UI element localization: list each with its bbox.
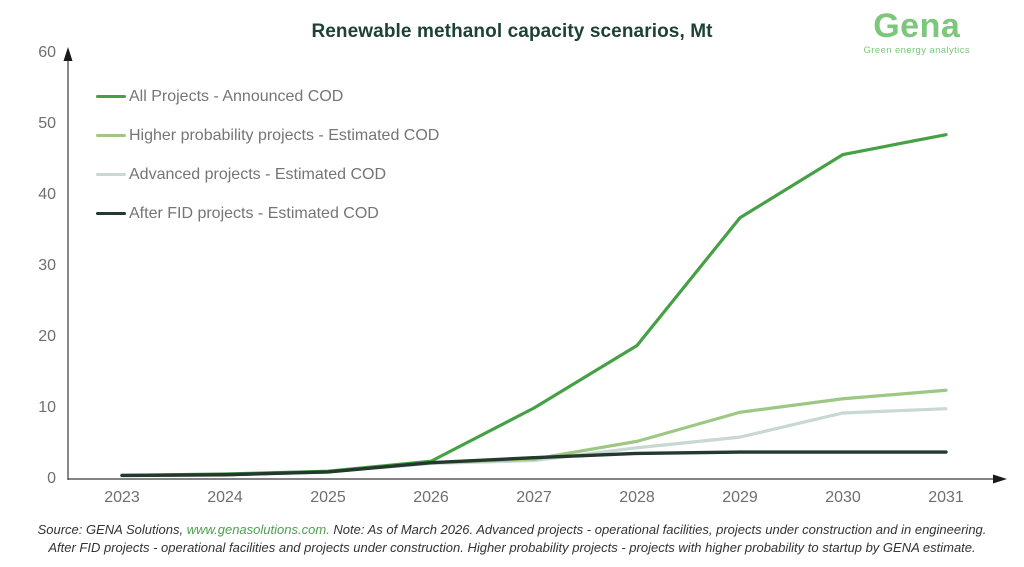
footnote: Source: GENA Solutions, www.genasolution…: [0, 521, 1024, 556]
gena-logo: Gena Green energy analytics: [864, 8, 971, 56]
x-tick-label: 2029: [722, 489, 758, 506]
note-text: Note: As of March 2026. Advanced project…: [329, 522, 987, 537]
x-axis-arrow-icon: [993, 474, 1007, 484]
x-tick-label: 2025: [310, 489, 346, 506]
y-tick-label: 50: [38, 115, 56, 132]
chart-title: Renewable methanol capacity scenarios, M…: [311, 21, 713, 42]
y-tick-label: 40: [38, 186, 56, 203]
series-line-3: [120, 450, 948, 478]
x-tick-label: 2031: [928, 489, 964, 506]
x-tick-label: 2028: [619, 489, 655, 506]
legend-swatch-icon: [96, 133, 126, 138]
legend-swatch-icon: [96, 94, 126, 99]
x-tick-label: 2026: [413, 489, 449, 506]
y-tick-label: 10: [38, 399, 56, 416]
y-tick-label: 0: [47, 470, 56, 487]
legend-item-1: Higher probability projects - Estimated …: [96, 125, 439, 146]
logo-tagline: Green energy analytics: [863, 45, 970, 56]
legend-item-2: Advanced projects - Estimated COD: [96, 164, 439, 185]
legend-item-0: All Projects - Announced COD: [96, 86, 439, 107]
y-axis-arrow-icon: [63, 47, 73, 61]
series-line-1: [120, 388, 948, 478]
legend-label: Advanced projects - Estimated COD: [129, 165, 386, 183]
x-tick-label: 2023: [104, 489, 140, 506]
y-tick-label: 20: [38, 328, 56, 345]
x-tick-label: 2024: [207, 489, 243, 506]
footnote-line1: Source: GENA Solutions, www.genasolution…: [0, 521, 1024, 539]
legend-label: Higher probability projects - Estimated …: [129, 126, 440, 144]
series-line-2: [120, 407, 948, 478]
logo-wordmark: Gena: [873, 7, 961, 45]
x-tick-label: 2027: [516, 489, 552, 506]
legend-label: All Projects - Announced COD: [129, 87, 344, 105]
chart-legend: All Projects - Announced COD Higher proba…: [96, 86, 439, 242]
y-tick-label: 60: [38, 44, 56, 61]
legend-label: After FID projects - Estimated COD: [129, 204, 379, 222]
source-text: Source: GENA Solutions,: [37, 522, 187, 537]
legend-swatch-icon: [96, 172, 126, 177]
y-tick-label: 30: [38, 257, 56, 274]
source-link[interactable]: www.genasolutions.com.: [186, 522, 330, 537]
footnote-line2: After FID projects - operational facilit…: [48, 539, 976, 555]
legend-swatch-icon: [96, 211, 126, 216]
x-tick-label: 2030: [825, 489, 861, 506]
legend-item-3: After FID projects - Estimated COD: [96, 203, 439, 224]
